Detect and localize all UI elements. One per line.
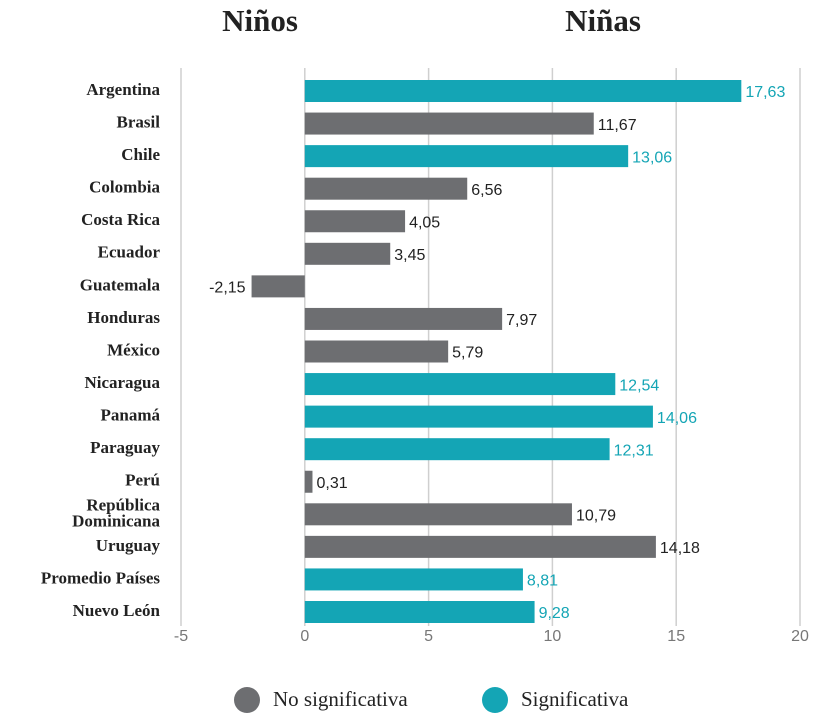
legend-marker bbox=[482, 687, 508, 713]
x-tick-label: 15 bbox=[667, 628, 685, 645]
bar bbox=[304, 112, 594, 135]
bar bbox=[304, 145, 629, 168]
legend-marker bbox=[234, 687, 260, 713]
value-label: 6,56 bbox=[471, 182, 502, 199]
value-label: 8,81 bbox=[527, 573, 558, 590]
bar bbox=[304, 438, 610, 461]
value-label: -2,15 bbox=[209, 280, 246, 297]
category-label: Nicaragua bbox=[84, 373, 160, 392]
bar bbox=[304, 80, 742, 102]
category-label: Costa Rica bbox=[81, 210, 160, 229]
value-label: 12,31 bbox=[614, 442, 654, 459]
category-label: Honduras bbox=[87, 308, 160, 327]
bar bbox=[304, 242, 391, 265]
right-heading: Niñas bbox=[565, 3, 641, 38]
bar bbox=[304, 503, 572, 526]
category-label: Perú bbox=[125, 471, 160, 490]
category-label: Chile bbox=[121, 145, 160, 164]
bar bbox=[304, 470, 313, 493]
value-label: 7,97 bbox=[506, 312, 537, 329]
category-label: Promedio Países bbox=[41, 568, 161, 587]
category-label: Guatemala bbox=[80, 275, 161, 294]
value-label: 17,63 bbox=[745, 84, 785, 101]
value-label: 13,06 bbox=[632, 149, 672, 166]
bar bbox=[304, 210, 406, 233]
bar bbox=[304, 568, 523, 591]
value-label: 4,05 bbox=[409, 214, 440, 231]
value-label: 10,79 bbox=[576, 508, 616, 525]
category-label: México bbox=[107, 340, 160, 359]
x-tick-label: 5 bbox=[424, 628, 433, 645]
category-label: Nuevo León bbox=[73, 601, 161, 620]
value-label: 5,79 bbox=[452, 345, 483, 362]
value-label: 0,31 bbox=[316, 475, 347, 492]
category-label: Ecuador bbox=[98, 243, 161, 262]
x-tick-label: 10 bbox=[544, 628, 562, 645]
category-label: Paraguay bbox=[90, 438, 160, 457]
category-label: Colombia bbox=[89, 178, 160, 197]
x-tick-label: 20 bbox=[791, 628, 809, 645]
x-tick-label: 0 bbox=[300, 628, 309, 645]
legend-label: No significativa bbox=[273, 687, 408, 711]
legend-label: Significativa bbox=[521, 687, 629, 711]
category-label: Brasil bbox=[117, 112, 161, 131]
left-heading: Niños bbox=[222, 3, 298, 38]
category-label: República Dominicana bbox=[68, 495, 161, 530]
bar bbox=[304, 373, 616, 396]
bar bbox=[251, 275, 305, 298]
value-label: 14,18 bbox=[660, 540, 700, 557]
value-label: 3,45 bbox=[394, 247, 425, 264]
x-tick-label: -5 bbox=[174, 628, 188, 645]
bar bbox=[304, 177, 468, 200]
category-label: Argentina bbox=[86, 80, 160, 99]
value-label: 11,67 bbox=[598, 117, 637, 134]
value-label: 14,06 bbox=[657, 410, 697, 427]
category-label: Panamá bbox=[101, 406, 161, 425]
bar bbox=[304, 307, 503, 330]
bar bbox=[304, 340, 449, 363]
value-label: 9,28 bbox=[539, 605, 570, 622]
bar bbox=[304, 601, 535, 623]
value-label: 12,54 bbox=[619, 377, 659, 394]
category-label: Uruguay bbox=[96, 536, 161, 555]
bar bbox=[304, 535, 656, 558]
bar bbox=[304, 405, 653, 428]
